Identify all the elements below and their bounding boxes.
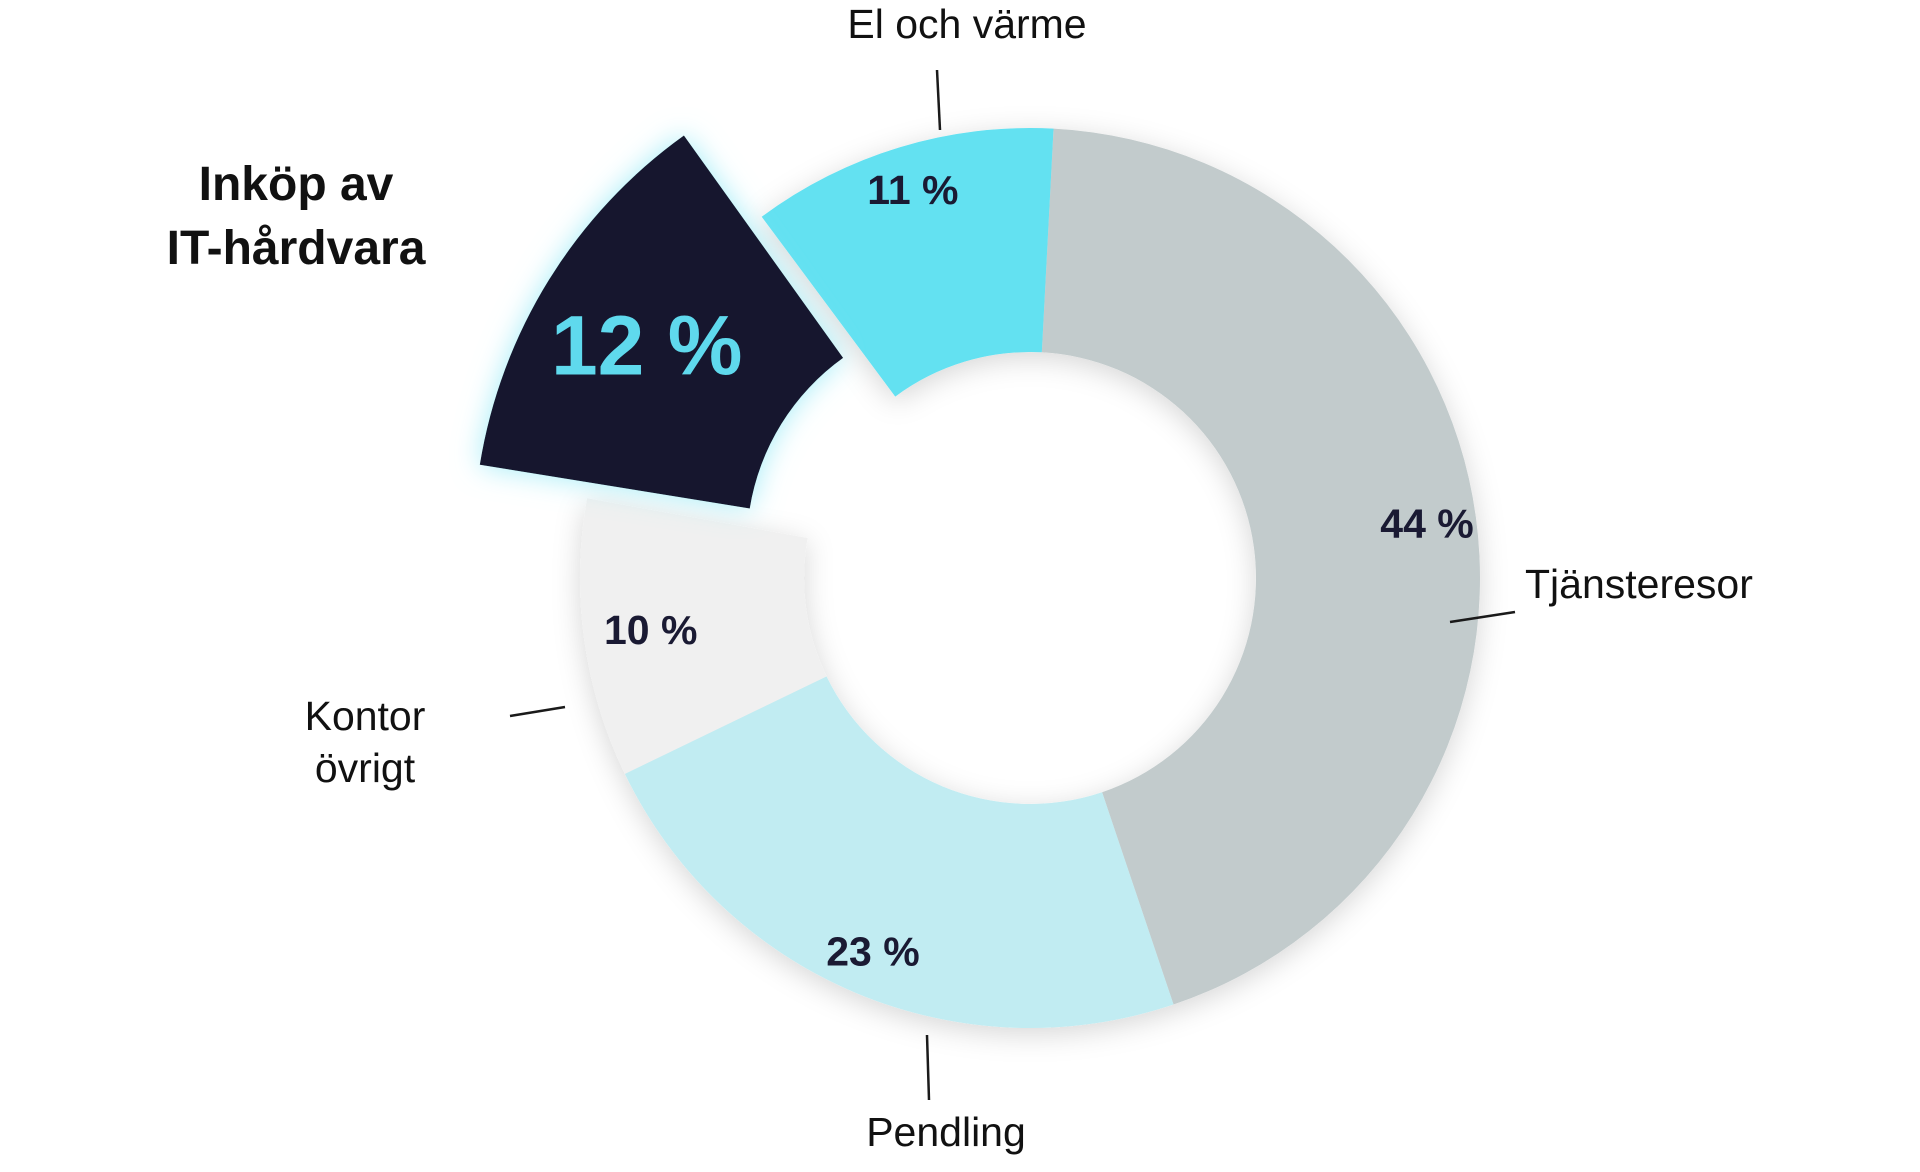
category-label-line: El och värme [847,1,1086,47]
category-label-line: Tjänsteresor [1525,561,1753,607]
value-label-el-och-varme: 11 % [867,167,958,213]
category-label-line: Kontor [305,693,426,739]
category-label-line: Pendling [866,1109,1026,1155]
category-label-line: Inköp av [199,158,394,211]
slice-el-och-varme [761,127,1054,397]
slice-inkop-av-it-hardvara [479,135,844,509]
category-label-tjansteresor: Tjänsteresor [1525,561,1753,607]
slice-pendling [624,676,1174,1028]
labels: 44 % Tjänsteresor 23 % Pendling 10 % Kontor öv… [167,1,1753,1155]
slice-kontor-ovrigt [580,498,827,774]
category-label-pendling: Pendling [866,1109,1026,1155]
category-label-line: IT-hårdvara [167,222,426,275]
value-label-inkop-av-it-hardvara: 12 % [551,299,742,393]
leader-line-tjansteresor [1449,610,1516,624]
category-label-line: övrigt [315,745,416,791]
value-label-pendling: 23 % [826,929,919,975]
leader-line-kontor-ovrigt [509,705,566,718]
slices [580,127,1481,1028]
slice-tjansteresor [1041,128,1481,1005]
category-label-inkop-av-it-hardvara: Inköp av IT-hårdvara [167,158,426,275]
value-label-tjansteresor: 44 % [1380,501,1473,547]
category-label-el-och-varme: El och värme [847,1,1086,47]
value-label-kontor-ovrigt: 10 % [604,607,697,653]
leader-line-pendling [925,1034,931,1101]
leader-line-el-och-varme [935,69,942,131]
category-label-kontor-ovrigt: Kontor övrigt [305,693,426,791]
highlight-slice-group [479,135,844,509]
